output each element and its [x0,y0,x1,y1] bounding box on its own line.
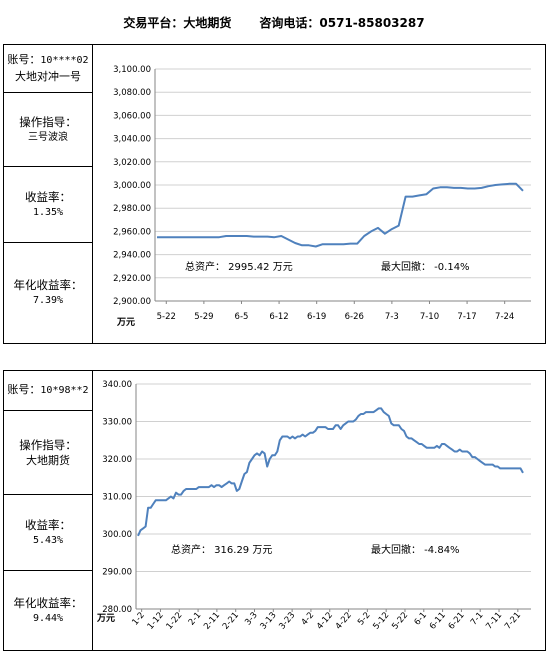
platform-label: 交易平台：大地期货 [123,15,232,30]
guide-value: 大地期货 [26,453,70,467]
x-tick-label: 6-26 [345,312,364,322]
chart-1-area: 2,900.00 2,920.00 2,940.00 2,960.00 2,980.00… [93,45,545,343]
x-tick-label: 4-2 [300,611,317,628]
y-tick-label: 310.00 [102,493,132,503]
y-tick-label: 3,000.00 [113,181,151,191]
x-tick-label: 7-11 [484,611,504,632]
account-info-column: 账号：10*98**2 操作指导： 大地期货 收益率： 5.43% 年化收益率：… [4,371,93,650]
guide-value: 三号波浪 [28,131,68,143]
account-panel-2: 账号：10*98**2 操作指导： 大地期货 收益率： 5.43% 年化收益率：… [3,370,546,651]
y-tick-label: 2,920.00 [113,274,151,284]
y-tick-label: 280.00 [102,605,132,615]
x-tick-label: 4-22 [334,611,354,632]
return-value: 1.35% [32,206,64,218]
asset-line-chart-1: 2,900.00 2,920.00 2,940.00 2,960.00 2,980.00… [113,65,531,328]
x-tick-label: 7-3 [385,312,399,322]
unit-label: 万元 [116,317,135,328]
guide-label: 操作指导： [19,114,77,129]
x-tick-label: 6-19 [307,312,326,322]
x-tick-label: 1-2 [130,611,147,628]
x-tick-label: 7-10 [420,312,439,322]
return-cell: 收益率： 1.35% [4,167,92,243]
x-tick-label: 7-21 [503,611,523,632]
y-tick-label: 3,020.00 [113,158,151,168]
annual-return-value: 9.44% [32,612,64,624]
annual-return-value: 7.39% [32,295,64,306]
x-tick-label: 6-5 [235,312,249,322]
y-tick-label: 320.00 [102,455,132,465]
x-tick-label: 5-22 [390,611,410,632]
asset-value-line [157,182,524,248]
x-tick-label: 5-12 [371,611,391,632]
max-drawdown-annotation: 最大回撤： -4.84% [371,543,460,556]
account-number: 10****02 [40,55,89,66]
x-tick-label: 4-12 [315,611,335,632]
y-tick-label: 2,960.00 [113,227,151,237]
y-tick-label: 340.00 [102,380,132,390]
y-tick-label: 2,980.00 [113,204,151,214]
y-tick-label: 3,060.00 [113,111,151,121]
return-label: 收益率： [25,189,71,204]
y-tick-label: 2,900.00 [113,297,151,307]
return-value: 5.43% [32,534,64,546]
y-tick-label: 330.00 [102,418,132,428]
max-drawdown-annotation: 最大回撤： -0.14% [381,260,470,273]
y-tick-label: 3,100.00 [113,65,151,75]
return-label: 收益率： [25,517,71,532]
x-tick-label: 3-3 [243,611,260,628]
chart-2-area: 280.00 290.00 300.00 310.00 320.00 330.00 340.… [93,371,545,650]
x-tick-label: 7-17 [457,312,476,322]
x-tick-label: 1-12 [146,611,166,632]
x-tick-label: 5-22 [157,312,176,322]
y-tick-label: 3,080.00 [113,88,151,98]
x-tick-label: 6-11 [428,611,448,632]
y-tick-label: 300.00 [102,530,132,540]
y-tick-label: 2,940.00 [113,251,151,261]
account-panel-1: 账号：10****02 大地对冲一号 操作指导： 三号波浪 收益率： 1.35%… [3,44,546,344]
guide-cell: 操作指导： 三号波浪 [4,93,92,167]
x-tick-label: 7-24 [495,312,514,322]
x-tick-label: 7-1 [469,611,486,628]
x-tick-label: 3-23 [277,611,297,632]
annual-return-cell: 年化收益率： 7.39% [4,243,92,343]
return-cell: 收益率： 5.43% [4,495,92,571]
asset-value-line [137,407,524,537]
account-name: 大地对冲一号 [15,70,81,83]
y-tick-label: 3,040.00 [113,135,151,145]
x-tick-label: 5-29 [194,312,213,322]
account-cell: 账号：10*98**2 [4,371,92,411]
x-tick-label: 6-21 [447,611,467,632]
x-tick-label: 2-11 [202,611,222,632]
account-number: 10*98**2 [40,385,89,396]
x-tick-label: 3-13 [259,611,279,632]
x-tick-label: 6-1 [412,611,429,628]
y-tick-label: 290.00 [102,568,132,578]
annual-return-label: 年化收益率： [13,595,83,610]
annual-return-cell: 年化收益率： 9.44% [4,571,92,650]
total-assets-annotation: 总资产： 2995.42 万元 [185,260,293,273]
x-tick-label: 2-21 [221,611,241,632]
guide-label: 操作指导： [19,437,77,452]
account-label: 账号： [7,53,41,66]
account-info-column: 账号：10****02 大地对冲一号 操作指导： 三号波浪 收益率： 1.35%… [4,45,93,343]
account-label: 账号： [7,383,41,396]
x-tick-label: 5-2 [356,611,373,628]
account-cell: 账号：10****02 大地对冲一号 [4,45,92,93]
guide-cell: 操作指导： 大地期货 [4,411,92,495]
x-tick-label: 6-12 [269,312,288,322]
unit-label: 万元 [96,613,115,624]
asset-line-chart-2: 280.00 290.00 300.00 310.00 320.00 330.00 340.… [96,380,531,632]
x-tick-label: 2-1 [187,611,204,628]
x-tick-label: 1-22 [164,611,184,632]
page-header: 交易平台：大地期货 咨询电话：0571-85803287 [0,0,548,44]
annual-return-label: 年化收益率： [13,278,83,292]
phone-label: 咨询电话：0571-85803287 [259,15,425,30]
total-assets-annotation: 总资产： 316.29 万元 [171,543,272,556]
